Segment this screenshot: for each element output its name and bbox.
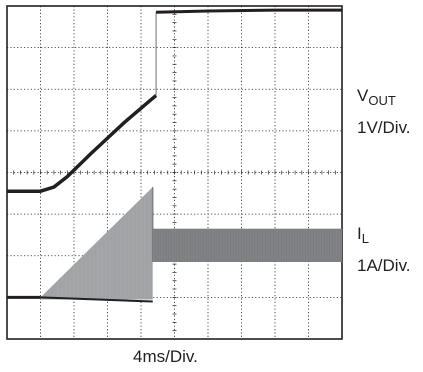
legend-il-scale: 1A/Div.	[357, 256, 411, 275]
legend-vout-scale: 1V/Div.	[357, 118, 411, 137]
vout-ramp-trace	[7, 94, 158, 193]
il-ramp-lower-edge	[40, 296, 153, 303]
legend-vout-name: VOUT	[357, 86, 396, 108]
legend-il: IL	[357, 224, 369, 249]
legend-vout: VOUT	[357, 86, 396, 111]
il-steady-state-band	[152, 228, 342, 262]
x-axis-label: 4ms/Div.	[133, 347, 198, 366]
legend-il-name: IL	[357, 224, 369, 246]
vout-steady-trace	[156, 8, 342, 14]
